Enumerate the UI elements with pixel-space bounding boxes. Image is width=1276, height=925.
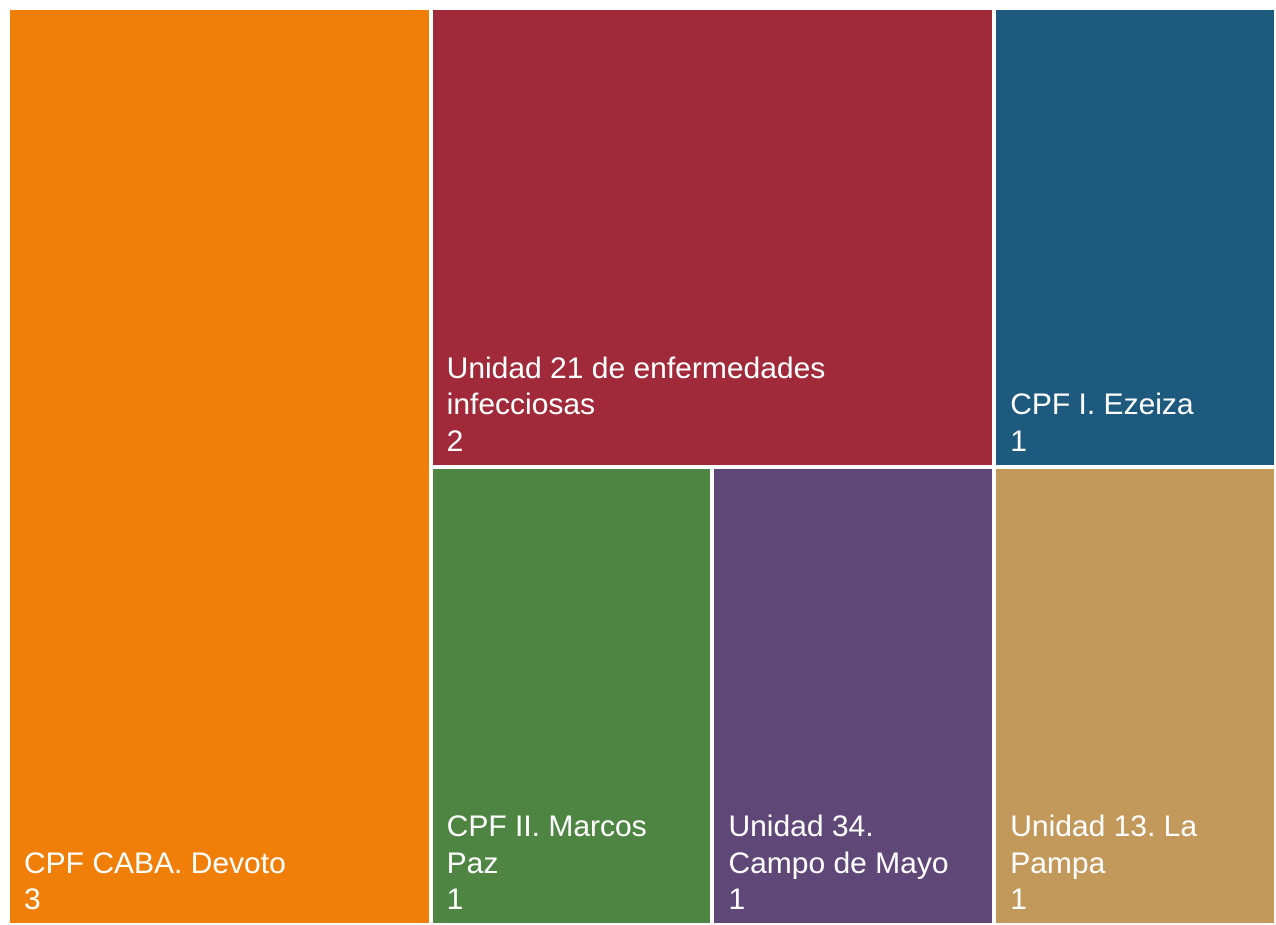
tile: Unidad 34. Campo de Mayo 1 xyxy=(714,468,993,923)
tile-label: CPF II. Marcos Paz 1 xyxy=(447,809,675,919)
value-label: 3 xyxy=(24,883,41,917)
tile: CPF CABA. Devoto 3 xyxy=(10,10,429,923)
tile: Unidad 13. La Pampa 1 xyxy=(996,468,1274,923)
value-label: 1 xyxy=(446,883,464,917)
tile-label: Unidad 21 de enfermedades infecciosas 2 xyxy=(447,351,911,461)
tile: CPF II. Marcos Paz 1 xyxy=(432,468,711,923)
tile: Unidad 21 de enfermedades infecciosas 2 xyxy=(432,10,993,465)
category-label: CPF CABA. Devoto xyxy=(24,846,286,880)
category-label: CPF II. Marcos Paz xyxy=(446,810,647,880)
category-label: CPF I. Ezeiza xyxy=(1010,388,1194,422)
tile-label: Unidad 34. Campo de Mayo 1 xyxy=(728,809,956,919)
category-label: Unidad 21 de enfermedades infecciosas xyxy=(446,351,826,422)
tile-label: Unidad 13. La Pampa 1 xyxy=(1010,809,1238,919)
value-label: 2 xyxy=(446,424,464,458)
category-label: Unidad 13. La Pampa xyxy=(1010,810,1198,880)
value-label: 1 xyxy=(728,883,746,917)
value-label: 1 xyxy=(1010,883,1027,917)
tile: CPF I. Ezeiza 1 xyxy=(996,10,1274,465)
category-label: Unidad 34. Campo de Mayo xyxy=(728,810,949,880)
tile-label: CPF I. Ezeiza 1 xyxy=(1010,387,1193,460)
tile-label: CPF CABA. Devoto 3 xyxy=(24,846,286,919)
value-label: 1 xyxy=(1010,424,1027,458)
